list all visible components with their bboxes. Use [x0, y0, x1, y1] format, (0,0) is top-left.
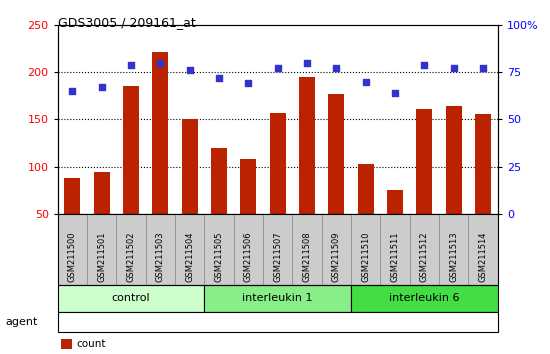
- Bar: [94, 172, 110, 214]
- Text: GSM211506: GSM211506: [244, 232, 253, 282]
- Point: [244, 81, 253, 86]
- Bar: [123, 86, 139, 214]
- Point: [68, 88, 77, 94]
- Text: interleukin 1: interleukin 1: [243, 293, 313, 303]
- Point: [97, 85, 106, 90]
- Point: [214, 75, 223, 81]
- Bar: [299, 77, 315, 214]
- Text: GSM211510: GSM211510: [361, 232, 370, 282]
- Point: [390, 90, 399, 96]
- Bar: [475, 114, 491, 214]
- Point: [273, 65, 282, 71]
- Text: GSM211503: GSM211503: [156, 232, 165, 282]
- Bar: [240, 159, 256, 214]
- Bar: [64, 178, 80, 214]
- Point: [185, 67, 194, 73]
- Text: GSM211504: GSM211504: [185, 232, 194, 282]
- Point: [156, 60, 165, 65]
- Text: GSM211505: GSM211505: [214, 232, 224, 282]
- Bar: [328, 94, 344, 214]
- Bar: [182, 119, 198, 214]
- Text: GSM211507: GSM211507: [273, 232, 282, 282]
- Bar: [416, 109, 432, 214]
- Point: [302, 60, 311, 65]
- Point: [361, 79, 370, 84]
- Bar: [152, 52, 168, 214]
- Text: GSM211514: GSM211514: [478, 232, 488, 282]
- Text: GSM211508: GSM211508: [302, 232, 312, 282]
- Text: count: count: [76, 339, 106, 349]
- Point: [420, 62, 429, 67]
- Point: [478, 65, 487, 71]
- Bar: [387, 190, 403, 214]
- Text: GDS3005 / 209161_at: GDS3005 / 209161_at: [58, 16, 195, 29]
- Point: [126, 62, 135, 67]
- Bar: [446, 106, 462, 214]
- Text: GSM211500: GSM211500: [68, 232, 77, 282]
- Text: agent: agent: [6, 317, 38, 327]
- Bar: [358, 164, 374, 214]
- Text: GSM211513: GSM211513: [449, 232, 458, 282]
- Text: GSM211512: GSM211512: [420, 232, 429, 282]
- Point: [449, 65, 458, 71]
- Point: [332, 65, 341, 71]
- Text: control: control: [112, 293, 150, 303]
- Text: GSM211502: GSM211502: [126, 232, 136, 282]
- Bar: [270, 113, 286, 214]
- Text: interleukin 6: interleukin 6: [389, 293, 460, 303]
- Text: GSM211501: GSM211501: [97, 232, 106, 282]
- Text: GSM211511: GSM211511: [390, 232, 400, 282]
- Bar: [211, 148, 227, 214]
- Text: GSM211509: GSM211509: [332, 232, 341, 282]
